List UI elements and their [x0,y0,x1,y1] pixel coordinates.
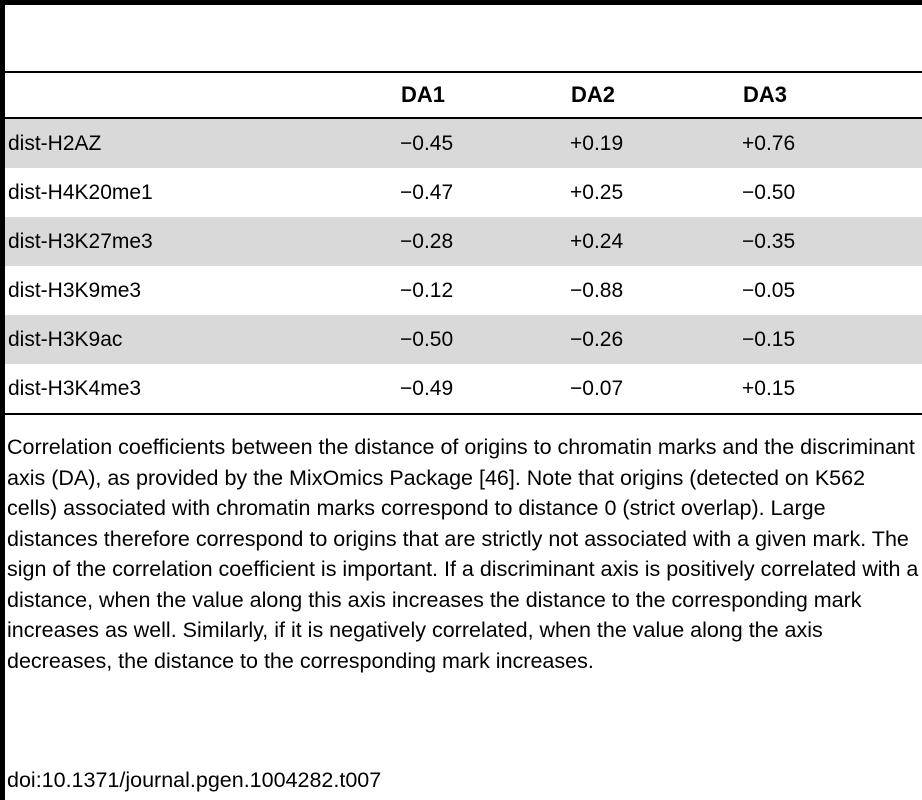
table-row: dist-H3K9ac −0.50 −0.26 −0.15 [5,315,922,364]
column-header-da2: DA2 [571,82,616,107]
cell-da2: −0.26 [570,328,624,351]
cell-da2: +0.25 [570,181,624,204]
cell-da1: −0.50 [400,328,454,351]
row-label: dist-H2AZ [8,132,102,155]
cell-da2: −0.07 [570,377,624,400]
table-top-rule [0,0,922,5]
cell-da3: −0.15 [742,328,796,351]
header-top-rule [5,71,922,73]
cell-da3: −0.05 [742,279,796,302]
column-header-da3: DA3 [743,82,788,107]
cell-da1: −0.12 [400,279,454,302]
cell-da3: +0.15 [742,377,796,400]
header-bottom-rule [5,117,922,119]
table-row: dist-H4K20me1 −0.47 +0.25 −0.50 [5,168,922,217]
table-bottom-rule [5,413,922,415]
cell-da3: −0.35 [742,230,796,253]
table-left-border [0,0,5,800]
cell-da3: −0.50 [742,181,796,204]
table-row: dist-H3K4me3 −0.49 −0.07 +0.15 [5,364,922,413]
cell-da1: −0.47 [400,181,454,204]
cell-da3: +0.76 [742,132,796,155]
row-label: dist-H3K9ac [8,328,123,351]
table-footnote: Correlation coefficients between the dis… [7,435,919,673]
row-label: dist-H3K27me3 [8,230,153,253]
cell-da1: −0.49 [400,377,454,400]
cell-da2: +0.24 [570,230,624,253]
cell-da2: −0.88 [570,279,624,302]
cell-da2: +0.19 [570,132,624,155]
row-label: dist-H4K20me1 [8,181,153,204]
cell-da1: −0.28 [400,230,454,253]
row-label: dist-H3K9me3 [8,279,142,302]
doi-link[interactable]: doi:10.1371/journal.pgen.1004282.t007 [7,768,382,792]
cell-da1: −0.45 [400,132,454,155]
row-label: dist-H3K4me3 [8,377,142,400]
table-row: dist-H3K27me3 −0.28 +0.24 −0.35 [5,217,922,266]
table-row: dist-H2AZ −0.45 +0.19 +0.76 [5,119,922,168]
correlation-table-body: dist-H2AZ −0.45 +0.19 +0.76 dist-H4K20me… [5,119,922,413]
table-row: dist-H3K9me3 −0.12 −0.88 −0.05 [5,266,922,315]
column-header-da1: DA1 [401,82,446,107]
table-header-row: DA1 DA2 DA3 [0,72,922,117]
